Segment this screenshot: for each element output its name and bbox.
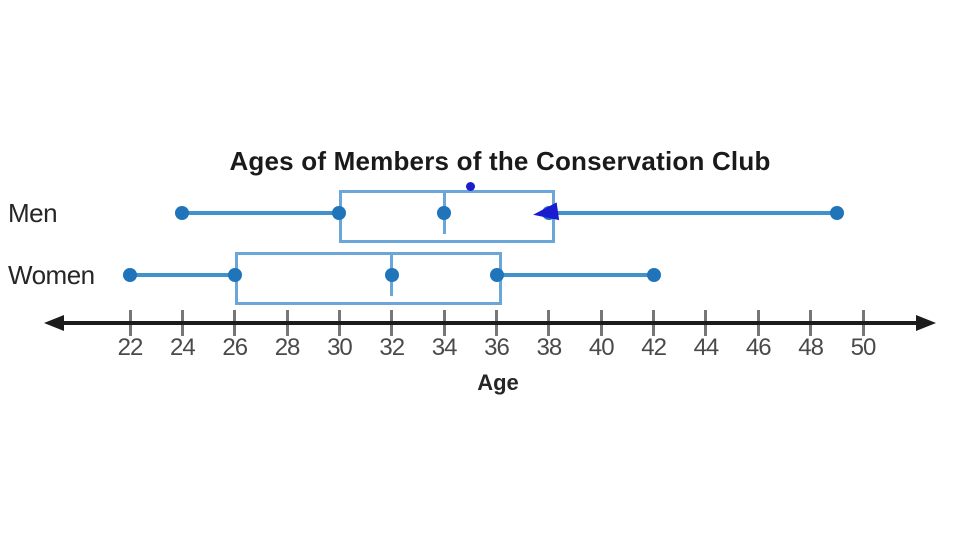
axis-tick-label: 32	[379, 334, 405, 361]
row-label-women: Women	[8, 260, 95, 290]
axis-tick-label: 46	[745, 334, 772, 361]
x-axis-line	[58, 321, 924, 325]
dot-min-men	[175, 206, 190, 220]
axis-arrow-left-icon	[44, 315, 64, 331]
axis-tick-label: 30	[327, 334, 353, 361]
chart-title: Ages of Members of the Conservation Club	[229, 146, 771, 176]
axis-tick-label: 38	[536, 334, 563, 361]
axis-arrow-right-icon	[916, 315, 936, 331]
axis-tick-label: 42	[641, 334, 667, 361]
axis-tick-label: 34	[431, 334, 458, 361]
whisker-left-men	[182, 211, 340, 215]
cursor-arrowhead-icon	[531, 202, 559, 224]
dot-q3-men	[541, 206, 556, 220]
dot-median-women	[384, 268, 399, 282]
dot-max-men	[829, 206, 844, 220]
dot-q3-women	[489, 268, 504, 282]
stray-ink-dot	[466, 181, 476, 191]
dot-max-women	[646, 268, 661, 282]
x-axis-label: Age	[477, 370, 519, 395]
dot-median-men	[437, 206, 452, 220]
axis-tick-label: 26	[222, 334, 248, 361]
dot-min-women	[123, 268, 137, 282]
axis-tick-label: 44	[693, 334, 720, 361]
whisker-left-women	[130, 273, 235, 277]
box-women	[234, 251, 503, 305]
axis-tick-label: 22	[117, 334, 144, 361]
dot-q1-men	[332, 206, 347, 220]
row-label-men: Men	[8, 198, 58, 228]
whisker-right-women	[496, 273, 654, 277]
axis-tick-label: 50	[850, 334, 877, 361]
axis-tick-label: 28	[274, 334, 301, 361]
axis-tick-label: 24	[169, 334, 196, 361]
axis-tick-label: 36	[484, 334, 510, 361]
axis-tick-label: 48	[798, 334, 824, 361]
axis-tick-label: 40	[588, 334, 615, 361]
whisker-right-men	[548, 211, 837, 215]
dot-q1-women	[227, 268, 242, 282]
